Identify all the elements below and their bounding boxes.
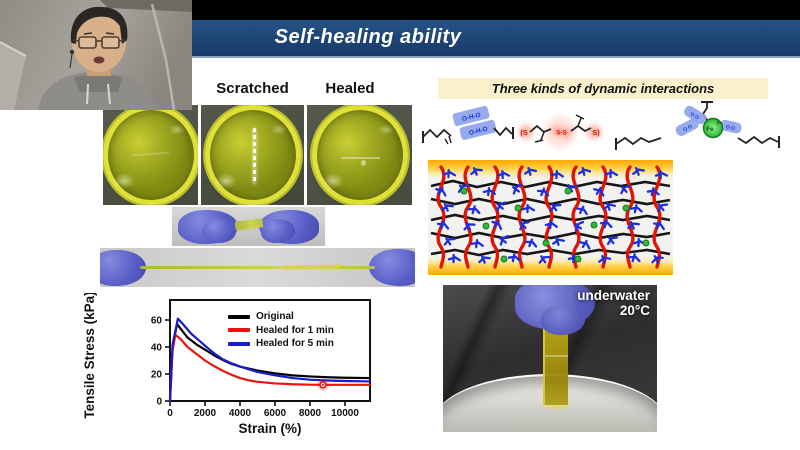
svg-text:8000: 8000 [299,408,322,419]
svg-text:40: 40 [151,343,163,354]
petri-dish [103,105,198,205]
legend-item: Healed for 5 min [228,337,334,351]
gel-strip [543,325,568,405]
tensile-stress-chart: 0 2000 4000 6000 8000 10000 0 20 40 60 Strain (%) T… [80,293,380,438]
legend-item: Healed for 1 min [228,324,334,338]
right-glove [369,249,415,286]
slide-title: Self-healing ability [274,26,462,48]
svg-text:3+: 3+ [716,121,722,126]
svg-text:0: 0 [156,397,162,408]
svg-text:2000: 2000 [194,408,217,419]
legend-swatch-original [228,314,250,319]
label-healed: Healed [325,80,375,97]
chart-plot: 0 2000 4000 6000 8000 10000 0 20 40 60 Strain (%) T… [82,293,371,436]
petri-dish [311,105,408,205]
svg-text:(S: (S [520,128,528,137]
svg-text:Fe: Fe [706,126,714,133]
legend-item: Original [228,310,334,324]
svg-text:Strain (%): Strain (%) [238,421,301,436]
petri-dish [204,105,301,205]
hydrogen-bond-structure: O-H-O O-H-O [422,105,514,145]
letterbox-bar [0,0,800,20]
stretched-gel-strand [140,266,375,269]
label-scratched: Scratched [216,80,289,97]
presenter-illustration [0,0,192,110]
fe-ion [702,117,724,139]
left-glove [100,250,146,286]
earphone [69,49,75,55]
polymer-network-diagram [428,160,673,275]
svg-text:60: 60 [151,316,163,327]
healed-mark [340,156,381,159]
petri-photo-scratched [201,105,304,205]
disulfide-structure: (S S-S S) [519,114,601,148]
metal-ions [460,187,650,263]
svg-text:0: 0 [167,408,173,419]
petri-photo-healed [307,105,412,205]
svg-text:O-H-O: O-H-O [461,112,481,123]
interactions-title: Three kinds of dynamic interactions [491,81,715,96]
svg-text:O O: O O [725,124,735,132]
svg-text:10000: 10000 [331,408,359,419]
svg-text:S): S) [592,128,600,137]
interactions-header: Three kinds of dynamic interactions [438,78,768,99]
svg-text:S-S: S-S [556,130,568,137]
hair [70,6,128,44]
pinch-sample-photo [172,207,325,246]
svg-text:O-H-O: O-H-O [468,126,488,137]
stretch-sample-photo [100,248,415,287]
svg-text:4000: 4000 [229,408,252,419]
svg-text:20: 20 [151,370,163,381]
underwater-caption: underwater 20°C [577,288,650,319]
svg-text:Tensile Stress (kPa): Tensile Stress (kPa) [82,293,97,419]
face [72,12,126,72]
metal-coordination-structure: O O O O O O Fe 3+ [615,101,780,150]
svg-text:6000: 6000 [264,408,287,419]
underwater-video: underwater 20°C [443,285,657,432]
mouth [93,56,105,64]
chemical-structures: O-H-O O-H-O (S S-S S) [422,101,780,150]
scratch-mark [252,128,256,184]
petri-photo-original [103,105,198,205]
svg-text:O O: O O [682,124,693,134]
svg-text:O O: O O [689,111,700,121]
webcam-video [0,0,192,110]
legend-swatch-1min [228,328,250,333]
legend-swatch-5min [228,341,250,346]
glasses [72,36,126,49]
slide-title-bar: Self-healing ability [192,20,800,58]
chart-legend: Original Healed for 1 min Healed for 5 m… [228,310,334,351]
